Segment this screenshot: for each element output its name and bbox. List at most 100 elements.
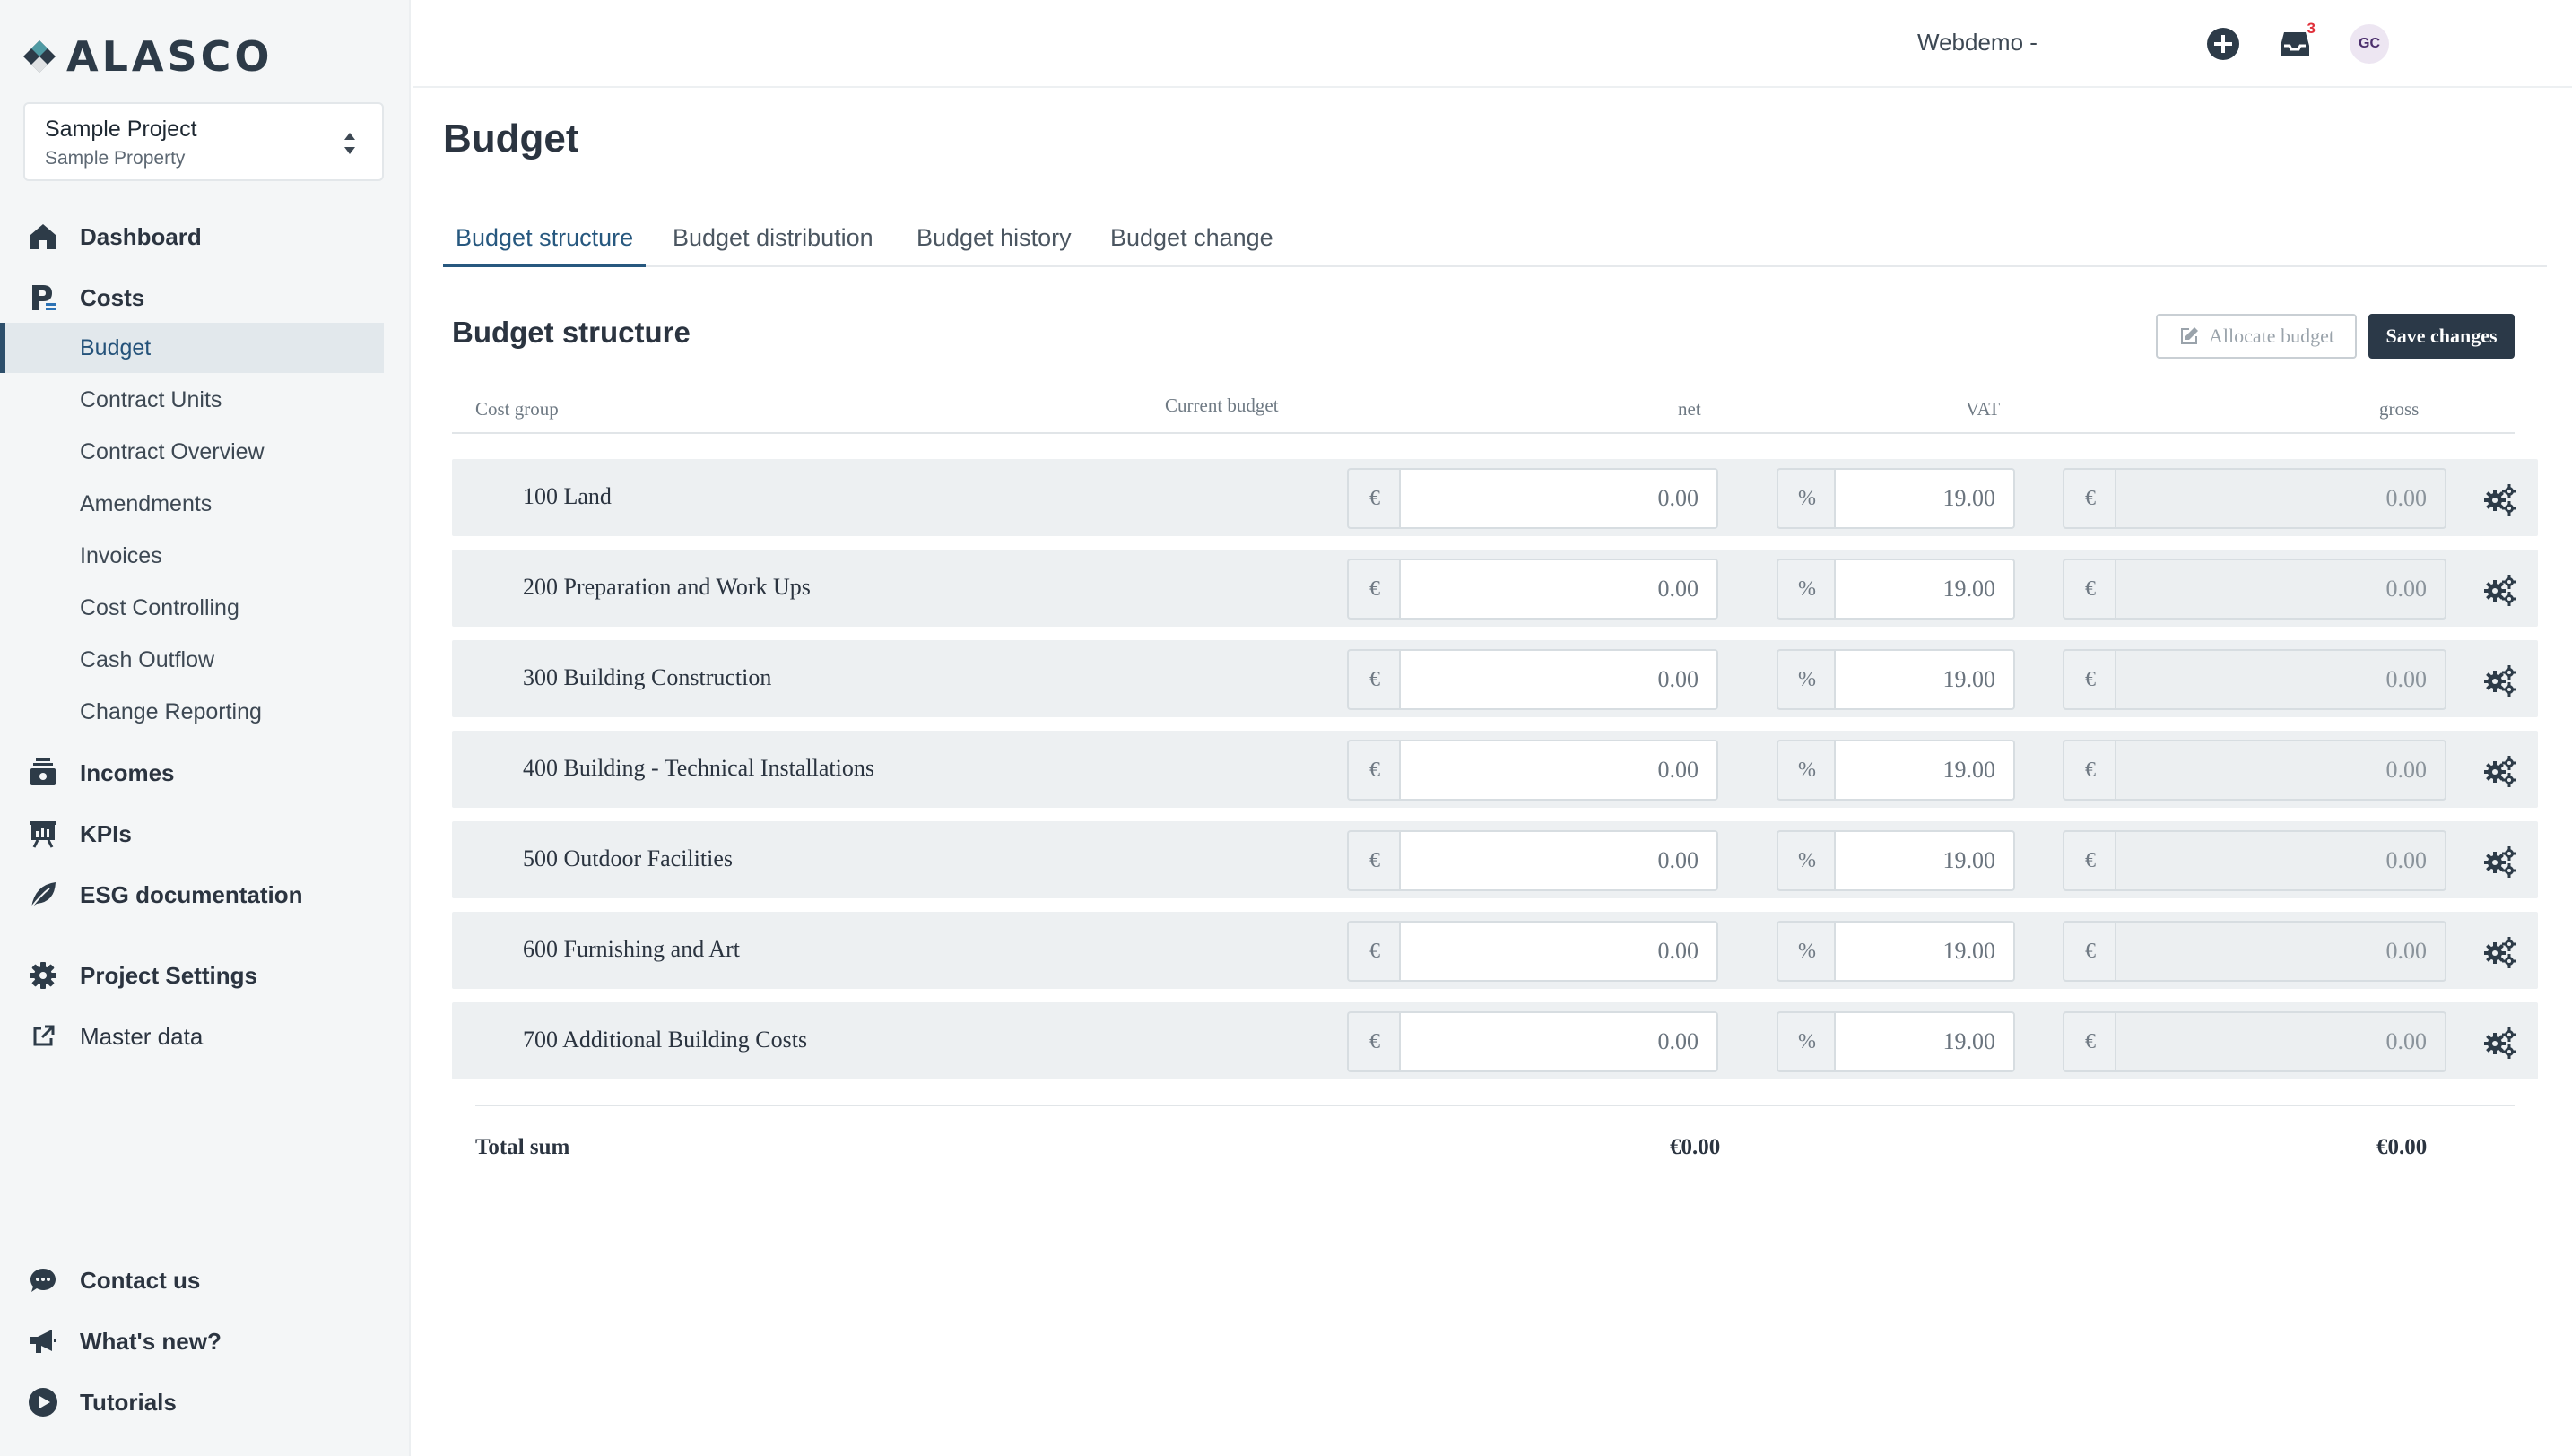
cost-group-label: 500 Outdoor Facilities — [523, 845, 733, 871]
leaf-icon — [27, 879, 59, 911]
nav-label: What's new? — [80, 1327, 222, 1355]
gears-icon[interactable] — [2482, 933, 2518, 969]
total-sum-label: Total sum — [475, 1135, 570, 1159]
sidebar-item-budget[interactable]: Budget — [0, 323, 384, 373]
vat-input[interactable]: 19.00 — [1834, 921, 2015, 982]
table-row: 400 Building - Technical Installations €… — [452, 731, 2538, 808]
table-row: 500 Outdoor Facilities € 0.00 % 19.00 € … — [452, 821, 2538, 898]
gross-value: 0.00 — [2115, 740, 2446, 801]
vat-input[interactable]: 19.00 — [1834, 559, 2015, 620]
tab-budget-distribution[interactable]: Budget distribution — [673, 224, 873, 251]
tab-budget-change[interactable]: Budget change — [1110, 224, 1273, 251]
nav-item-esg[interactable]: ESG documentation — [0, 870, 384, 920]
organization-selector[interactable]: Webdemo - — [1917, 29, 2038, 56]
percent-addon: % — [1777, 921, 1836, 982]
tab-budget-structure[interactable]: Budget structure — [443, 208, 647, 267]
project-property: Sample Property — [45, 148, 186, 169]
gears-icon[interactable] — [2482, 843, 2518, 879]
vat-input[interactable]: 19.00 — [1834, 468, 2015, 529]
gears-icon[interactable] — [2482, 752, 2518, 788]
project-name: Sample Project — [45, 117, 197, 142]
euro-addon: € — [2063, 830, 2116, 891]
alasco-logo[interactable]: ALASCO — [22, 32, 274, 81]
table-row: 100 Land € 0.00 % 19.00 € 0.00 — [452, 459, 2538, 536]
vat-input[interactable]: 19.00 — [1834, 740, 2015, 801]
total-divider — [475, 1105, 2515, 1106]
gross-value: 0.00 — [2115, 921, 2446, 982]
nav-label: KPIs — [80, 819, 132, 847]
chat-icon — [27, 1264, 59, 1296]
gears-icon[interactable] — [2482, 571, 2518, 607]
save-changes-button[interactable]: Save changes — [2368, 314, 2515, 359]
nav-item-project-settings[interactable]: Project Settings — [0, 950, 384, 1001]
gears-icon[interactable] — [2482, 662, 2518, 698]
incomes-icon — [27, 757, 59, 789]
percent-addon: % — [1777, 1011, 1836, 1072]
sidebar-item-cost-controlling[interactable]: Cost Controlling — [0, 583, 384, 633]
nav-item-master-data[interactable]: Master data — [0, 1011, 384, 1062]
sidebar-item-cash-outflow[interactable]: Cash Outflow — [0, 635, 384, 685]
vat-input[interactable]: 19.00 — [1834, 1011, 2015, 1072]
costs-icon — [27, 282, 59, 314]
net-input[interactable]: 0.00 — [1399, 649, 1718, 710]
presentation-chart-icon — [27, 818, 59, 850]
brand-name: ALASCO — [66, 32, 274, 81]
total-net-value: €0.00 — [1670, 1135, 1721, 1159]
sidebar-item-invoices[interactable]: Invoices — [0, 531, 384, 581]
nav-item-whats-new[interactable]: What's new? — [0, 1316, 384, 1366]
add-button[interactable] — [2204, 25, 2242, 63]
nav-item-contact-us[interactable]: Contact us — [0, 1255, 384, 1305]
inbox-icon — [2281, 32, 2309, 56]
euro-addon: € — [2063, 740, 2116, 801]
nav-label: Project Settings — [80, 961, 257, 989]
percent-addon: % — [1777, 559, 1836, 620]
net-input[interactable]: 0.00 — [1399, 830, 1718, 891]
gears-icon[interactable] — [2482, 1024, 2518, 1060]
tab-budget-history[interactable]: Budget history — [917, 224, 1072, 251]
net-input[interactable]: 0.00 — [1399, 740, 1718, 801]
sidebar-item-contract-units[interactable]: Contract Units — [0, 375, 384, 425]
euro-addon: € — [2063, 468, 2116, 529]
gross-value: 0.00 — [2115, 559, 2446, 620]
section-title: Budget structure — [452, 316, 691, 349]
net-input[interactable]: 0.00 — [1399, 559, 1718, 620]
avatar[interactable]: GC — [2350, 24, 2389, 64]
sidebar-item-amendments[interactable]: Amendments — [0, 479, 384, 529]
cost-group-label: 700 Additional Building Costs — [523, 1027, 808, 1053]
allocate-budget-button[interactable]: Allocate budget — [2156, 314, 2357, 359]
column-header-cost-group: Cost group — [475, 398, 559, 420]
nav-item-kpis[interactable]: KPIs — [0, 809, 384, 859]
cost-group-label: 100 Land — [523, 483, 612, 509]
project-switcher[interactable]: Sample Project Sample Property — [23, 102, 384, 181]
euro-addon: € — [1347, 921, 1401, 982]
percent-addon: % — [1777, 649, 1836, 710]
sidebar-item-change-reporting[interactable]: Change Reporting — [0, 687, 384, 737]
nav-item-tutorials[interactable]: Tutorials — [0, 1377, 384, 1427]
sidebar: ALASCO Sample Project Sample Property Da… — [0, 0, 411, 1456]
net-input[interactable]: 0.00 — [1399, 921, 1718, 982]
nav-label: Master data — [80, 1022, 204, 1050]
euro-addon: € — [1347, 468, 1401, 529]
vat-input[interactable]: 19.00 — [1834, 649, 2015, 710]
edit-icon — [2181, 327, 2199, 344]
sidebar-item-contract-overview[interactable]: Contract Overview — [0, 427, 384, 477]
nav-item-incomes[interactable]: Incomes — [0, 748, 384, 798]
alasco-logo-icon — [23, 40, 56, 73]
nav-label: Amendments — [80, 490, 213, 516]
euro-addon: € — [2063, 1011, 2116, 1072]
nav-item-costs[interactable]: Costs — [0, 273, 384, 323]
plus-circle-icon — [2207, 28, 2239, 60]
gear-icon — [27, 959, 59, 992]
nav-item-dashboard[interactable]: Dashboard — [0, 212, 384, 262]
nav-label: Incomes — [80, 758, 175, 786]
gross-value: 0.00 — [2115, 649, 2446, 710]
inbox-button[interactable]: 3 — [2276, 20, 2316, 63]
percent-addon: % — [1777, 830, 1836, 891]
net-input[interactable]: 0.00 — [1399, 468, 1718, 529]
cost-group-label: 200 Preparation and Work Ups — [523, 574, 811, 600]
nav-label: Invoices — [80, 542, 162, 568]
gears-icon[interactable] — [2482, 481, 2518, 516]
vat-input[interactable]: 19.00 — [1834, 830, 2015, 891]
net-input[interactable]: 0.00 — [1399, 1011, 1718, 1072]
nav-label: ESG documentation — [80, 880, 303, 908]
